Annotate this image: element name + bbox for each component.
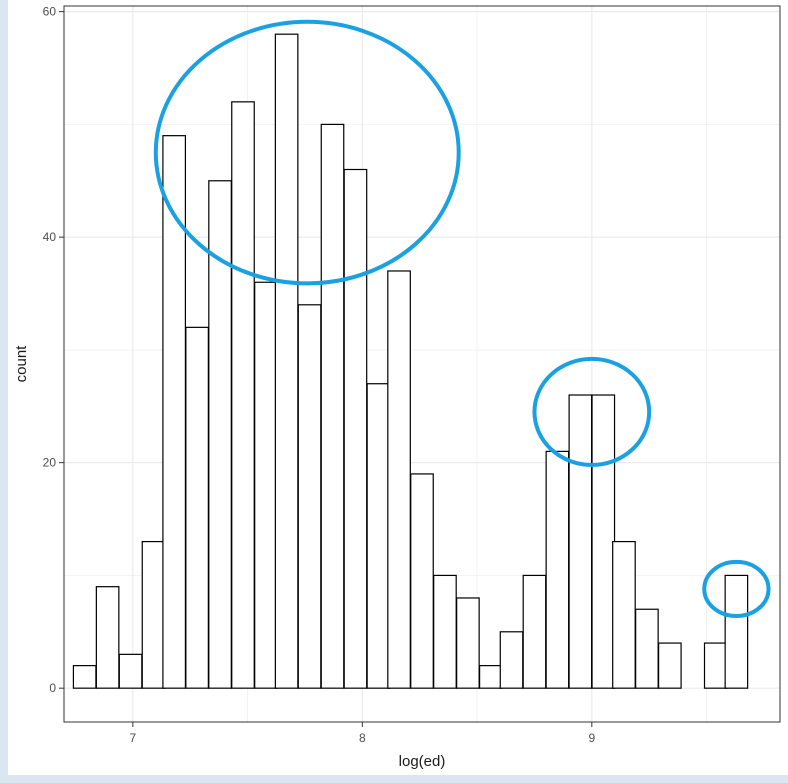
histogram-bar bbox=[568, 394, 593, 689]
y-tick-label: 0 bbox=[49, 681, 56, 695]
histogram-bar bbox=[231, 101, 255, 689]
histogram-bar bbox=[72, 665, 97, 689]
histogram-bar bbox=[522, 574, 547, 689]
highlight-ellipse bbox=[702, 559, 771, 619]
histogram-bar bbox=[297, 304, 322, 689]
histogram-bar bbox=[274, 33, 299, 689]
panel-border bbox=[63, 5, 781, 723]
x-tick-label: 8 bbox=[359, 731, 366, 745]
histogram-bar bbox=[591, 394, 616, 689]
x-axis-ticks: 7 8 9 bbox=[130, 722, 595, 745]
highlight-annotations bbox=[153, 19, 771, 619]
histogram-bar bbox=[612, 540, 636, 689]
highlight-ellipse bbox=[153, 19, 461, 286]
histogram-bar bbox=[433, 574, 457, 689]
histogram-bar bbox=[499, 631, 524, 689]
histogram-bar bbox=[387, 270, 411, 689]
histogram-bar bbox=[343, 168, 368, 689]
y-axis-ticks: 0 20 40 60 bbox=[43, 5, 64, 695]
histogram-chart: 7 8 9 0 20 40 60 log(ed) count bbox=[13, 5, 781, 770]
histogram-bar bbox=[456, 597, 480, 689]
y-tick-label: 60 bbox=[43, 5, 57, 19]
histogram-bar bbox=[95, 586, 120, 689]
x-axis-title: log(ed) bbox=[399, 753, 446, 770]
y-tick-label: 20 bbox=[43, 456, 57, 470]
histogram-bar bbox=[410, 473, 434, 689]
highlight-ellipse bbox=[532, 356, 652, 467]
histogram-bar bbox=[545, 450, 570, 689]
histogram-bar bbox=[208, 180, 232, 689]
histogram-bar bbox=[254, 281, 278, 689]
histogram-bar bbox=[320, 123, 345, 689]
histogram-bar bbox=[703, 642, 728, 689]
chart-frame: 7 8 9 0 20 40 60 log(ed) count bbox=[8, 0, 788, 775]
y-tick-label: 40 bbox=[43, 230, 57, 244]
histogram-bar bbox=[724, 574, 749, 689]
histogram-bars bbox=[72, 33, 749, 689]
histogram-bar bbox=[141, 540, 166, 689]
histogram-bar bbox=[658, 642, 682, 689]
histogram-bar bbox=[118, 653, 143, 689]
x-tick-label: 7 bbox=[130, 731, 137, 745]
histogram-bar bbox=[635, 608, 659, 689]
histogram-bar bbox=[185, 326, 209, 689]
histogram-bar bbox=[366, 383, 391, 689]
histogram-bar bbox=[479, 665, 503, 689]
y-axis-title: count bbox=[13, 345, 30, 383]
x-tick-label: 9 bbox=[588, 731, 595, 745]
